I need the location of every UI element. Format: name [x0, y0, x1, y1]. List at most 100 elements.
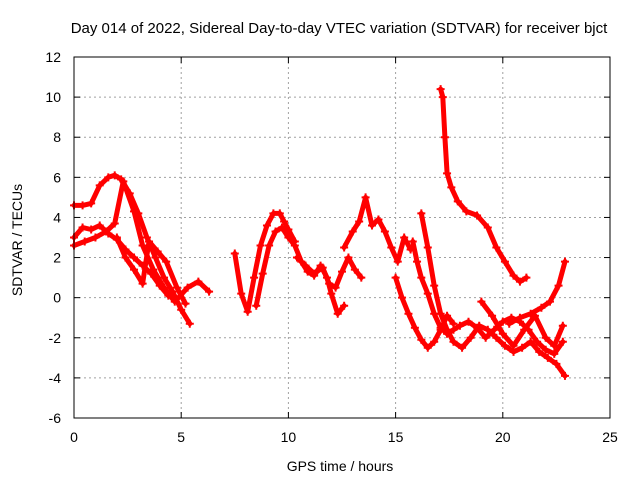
y-tick-label: 6 [53, 169, 61, 185]
series-line-s7 [294, 255, 364, 291]
series-line-s6 [253, 225, 347, 317]
data-point-marker [560, 257, 569, 266]
data-point-marker [554, 281, 563, 290]
data-point-marker [475, 321, 484, 330]
data-point-marker [498, 317, 507, 326]
x-axis-label: GPS time / hours [287, 458, 394, 474]
data-point-marker [340, 301, 349, 310]
data-point-marker [119, 177, 128, 186]
data-point-marker [560, 371, 569, 380]
data-point-marker [410, 323, 419, 332]
data-point-marker [374, 215, 383, 224]
data-point-marker [550, 341, 559, 350]
data-point-marker [110, 171, 119, 180]
data-point-marker [500, 257, 509, 266]
data-point-marker [110, 219, 119, 228]
data-point-marker [404, 309, 413, 318]
data-point-marker [423, 343, 432, 352]
data-point-marker [151, 253, 160, 262]
data-point-marker [417, 273, 426, 282]
data-point-marker [438, 93, 447, 102]
data-point-marker [509, 271, 518, 280]
data-point-marker [526, 337, 535, 346]
y-tick-label: 4 [53, 209, 61, 225]
data-point-marker [138, 279, 147, 288]
data-point-marker [400, 233, 409, 242]
data-point-marker [550, 349, 559, 358]
data-point-marker [121, 253, 130, 262]
x-tick-label: 15 [388, 429, 404, 445]
data-point-marker [292, 253, 301, 262]
data-point-marker [526, 309, 535, 318]
data-point-marker [483, 223, 492, 232]
data-point-marker [325, 279, 334, 288]
data-point-marker [537, 303, 546, 312]
data-point-marker [205, 287, 214, 296]
data-point-marker [280, 217, 289, 226]
data-point-marker [522, 273, 531, 282]
data-point-marker [237, 289, 246, 298]
data-point-marker [368, 221, 377, 230]
data-point-marker [500, 341, 509, 350]
x-tick-label: 5 [177, 429, 185, 445]
data-point-marker [436, 323, 445, 332]
data-point-marker [230, 249, 239, 258]
data-point-marker [408, 237, 417, 246]
data-point-marker [256, 241, 265, 250]
data-point-marker [552, 359, 561, 368]
data-point-marker [301, 261, 310, 270]
data-point-marker [541, 333, 550, 342]
data-point-marker [87, 199, 96, 208]
y-tick-label: -4 [49, 370, 62, 386]
data-point-marker [515, 277, 524, 286]
data-point-marker [104, 173, 113, 182]
data-point-marker [436, 309, 445, 318]
data-point-marker [361, 193, 370, 202]
series-line-s8 [341, 194, 414, 265]
data-point-marker [417, 209, 426, 218]
data-point-marker [252, 301, 261, 310]
data-point-marker [492, 243, 501, 252]
data-point-marker [177, 305, 186, 314]
data-point-marker [138, 241, 147, 250]
data-point-marker [520, 325, 529, 334]
data-point-marker [258, 269, 267, 278]
data-point-marker [170, 297, 179, 306]
data-point-marker [104, 229, 113, 238]
data-point-marker [262, 221, 271, 230]
data-point-marker [162, 257, 171, 266]
data-point-marker [78, 201, 87, 210]
data-point-marker [265, 241, 274, 250]
data-point-marker [130, 265, 139, 274]
data-point-marker [91, 233, 100, 242]
data-point-marker [78, 223, 87, 232]
data-point-marker [413, 257, 422, 266]
data-point-marker [160, 273, 169, 282]
data-point-marker [440, 133, 449, 142]
data-point-marker [449, 337, 458, 346]
data-point-marker [443, 169, 452, 178]
data-point-marker [153, 247, 162, 256]
data-point-marker [541, 345, 550, 354]
data-point-marker [430, 281, 439, 290]
data-point-marker [391, 273, 400, 282]
data-point-marker [155, 281, 164, 290]
data-point-marker [344, 253, 353, 262]
data-point-marker [275, 209, 284, 218]
data-point-marker [147, 269, 156, 278]
data-point-marker [447, 183, 456, 192]
data-point-marker [333, 309, 342, 318]
data-point-marker [498, 329, 507, 338]
data-point-marker [95, 181, 104, 190]
data-point-marker [149, 265, 158, 274]
data-point-marker [181, 299, 190, 308]
data-point-marker [543, 353, 552, 362]
data-point-marker [436, 85, 445, 94]
data-point-marker [466, 333, 475, 342]
x-tick-label: 10 [281, 429, 297, 445]
x-tick-label: 20 [495, 429, 511, 445]
data-point-marker [423, 289, 432, 298]
x-tick-label: 0 [70, 429, 78, 445]
data-point-marker [481, 333, 490, 342]
